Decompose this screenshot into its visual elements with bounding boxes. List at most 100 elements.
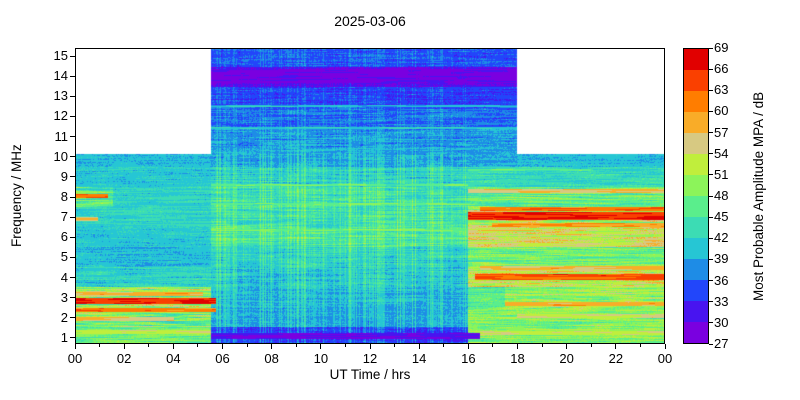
colorbar-tick (709, 195, 713, 197)
x-tick-label: 12 (362, 351, 378, 366)
colorbar-tick-label: 54 (714, 145, 729, 161)
colorbar-tick-label: 57 (714, 124, 729, 140)
colorbar-tick-label: 42 (714, 230, 729, 246)
y-tick-label: 7 (60, 209, 68, 225)
y-tick (70, 176, 75, 178)
x-tick-label: 10 (313, 351, 329, 366)
x-tick (615, 344, 617, 349)
y-tick-label: 14 (53, 68, 68, 84)
y-tick (70, 256, 75, 258)
x-tick (344, 344, 346, 347)
colorbar-tick (709, 343, 713, 345)
x-tick (246, 344, 248, 347)
colorbar-band (684, 154, 708, 175)
y-tick-label: 11 (54, 128, 69, 144)
y-tick (70, 236, 75, 238)
x-tick-label: 20 (559, 351, 574, 366)
x-tick (369, 344, 371, 349)
colorbar-tick-label: 36 (714, 272, 729, 288)
x-tick (541, 344, 543, 347)
y-tick-label: 4 (60, 269, 68, 285)
y-tick-label: 1 (60, 329, 68, 345)
y-tick (70, 277, 75, 279)
y-tick (70, 115, 75, 117)
colorbar-band (684, 301, 708, 322)
y-axis-label: Frequency / MHz (9, 144, 24, 248)
y-tick-label: 15 (53, 48, 68, 64)
colorbar-tick-label: 48 (714, 188, 729, 203)
x-axis-label: UT Time / hrs (329, 367, 411, 382)
colorbar-band (684, 196, 708, 217)
x-tick (394, 344, 396, 347)
x-tick (418, 344, 420, 349)
y-tick (70, 156, 75, 158)
colorbar-tick-label: 69 (714, 40, 729, 55)
colorbar-tick (709, 153, 713, 155)
colorbar-tick (709, 216, 713, 218)
colorbar-band (684, 322, 708, 343)
colorbar-band (684, 49, 708, 70)
colorbar-band (684, 259, 708, 280)
x-tick (295, 344, 297, 347)
colorbar-tick (709, 110, 713, 112)
x-tick (99, 344, 101, 347)
x-tick (74, 344, 76, 349)
colorbar-tick (709, 68, 713, 70)
colorbar-tick-label: 51 (714, 166, 729, 182)
x-tick-label: 02 (116, 351, 132, 366)
y-tick (70, 297, 75, 299)
colorbar-tick-label: 45 (714, 209, 729, 225)
x-tick (517, 344, 518, 349)
colorbar-band (684, 112, 708, 133)
colorbar-tick (709, 237, 713, 239)
colorbar (683, 48, 709, 344)
x-tick (271, 344, 273, 349)
colorbar-tick (709, 258, 713, 260)
colorbar-tick (709, 132, 713, 134)
y-tick (70, 95, 75, 97)
x-tick-label: 00 (67, 351, 83, 366)
colorbar-tick (709, 47, 713, 49)
colorbar-tick-label: 39 (714, 251, 729, 267)
colorbar-tick-label: 33 (714, 293, 729, 309)
x-tick (320, 344, 322, 349)
colorbar-band (684, 238, 708, 259)
x-tick (639, 344, 641, 347)
x-tick-label: 22 (608, 351, 624, 366)
colorbar-tick (709, 322, 713, 324)
x-tick (664, 344, 666, 349)
chart-title: 2025-03-06 (334, 13, 406, 29)
x-tick (222, 344, 223, 349)
colorbar-tick-label: 30 (714, 314, 729, 330)
colorbar-band (684, 133, 708, 154)
plot-area (75, 48, 665, 344)
colorbar-tick-label: 63 (714, 82, 729, 98)
y-tick (70, 196, 75, 198)
x-tick (566, 344, 568, 349)
y-tick (70, 136, 75, 138)
colorbar-tick (709, 89, 713, 91)
x-tick (148, 344, 150, 347)
y-tick (70, 75, 75, 77)
x-tick (492, 344, 494, 347)
x-tick (590, 344, 592, 347)
colorbar-label: Most Probable Amplitude MPA / dB (751, 91, 766, 301)
y-tick-label: 8 (60, 189, 68, 204)
y-tick (70, 317, 75, 319)
colorbar-tick-label: 66 (714, 61, 729, 77)
x-tick (197, 344, 199, 347)
y-tick-label: 10 (53, 148, 68, 164)
heatmap-canvas (76, 49, 664, 343)
colorbar-tick (709, 174, 713, 176)
x-tick-label: 08 (264, 351, 279, 366)
x-tick-label: 06 (215, 351, 230, 366)
y-tick (70, 55, 75, 57)
x-tick (443, 344, 445, 347)
y-tick-label: 9 (60, 168, 68, 184)
colorbar-tick-label: 27 (714, 336, 729, 351)
x-tick-label: 18 (510, 351, 525, 366)
colorbar-band (684, 280, 708, 301)
y-tick-label: 12 (53, 108, 68, 124)
colorbar-band (684, 70, 708, 91)
